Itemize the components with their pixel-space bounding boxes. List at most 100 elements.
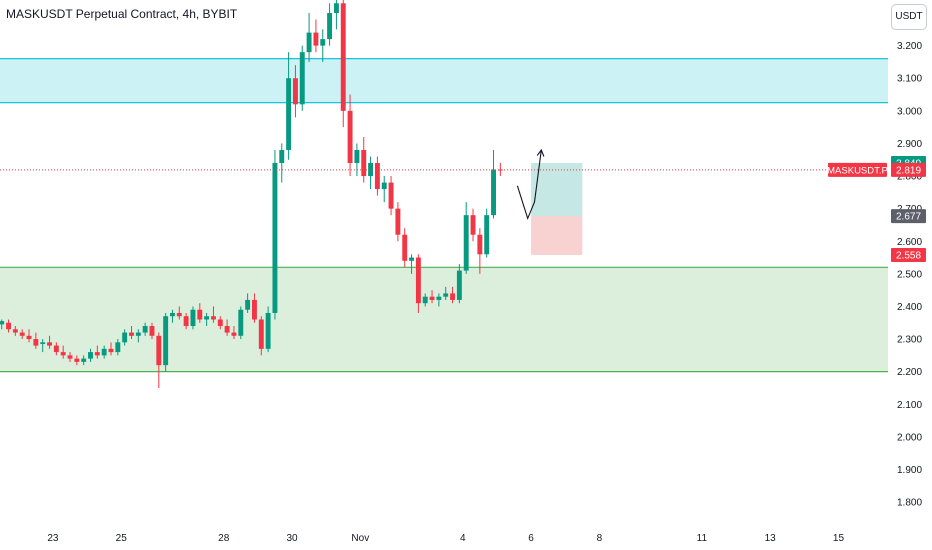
candle[interactable] — [74, 358, 80, 362]
y-tick-label: 2.500 — [897, 269, 922, 280]
symbol-tag-text: MASKUSDT.P — [827, 165, 888, 176]
candle[interactable] — [327, 13, 333, 40]
candle[interactable] — [163, 316, 169, 366]
candle[interactable] — [94, 352, 100, 356]
candle[interactable] — [320, 39, 326, 46]
y-tick-label: 2.300 — [897, 335, 922, 346]
candle[interactable] — [443, 293, 449, 297]
candle[interactable] — [354, 149, 360, 164]
x-tick-label: 28 — [218, 533, 230, 544]
candle[interactable] — [204, 316, 210, 320]
projection-path[interactable] — [516, 149, 542, 220]
candle[interactable] — [129, 332, 134, 336]
candle[interactable] — [388, 182, 394, 209]
candle[interactable] — [6, 322, 11, 330]
candle[interactable] — [463, 215, 469, 271]
candle[interactable] — [19, 332, 25, 336]
y-tick-label: 2.900 — [897, 139, 922, 150]
x-tick-label: Nov — [351, 533, 369, 544]
candle[interactable] — [101, 348, 107, 356]
candle[interactable] — [292, 78, 298, 105]
candle[interactable] — [238, 309, 244, 336]
candle[interactable] — [306, 32, 312, 53]
candle[interactable] — [279, 149, 285, 164]
candle[interactable] — [12, 329, 18, 333]
x-tick-label: 6 — [528, 533, 534, 544]
entry-price-text: 2.677 — [896, 212, 921, 223]
candle[interactable] — [231, 332, 237, 336]
candle[interactable] — [272, 163, 278, 313]
candle[interactable] — [333, 3, 339, 14]
y-tick-label: 2.100 — [897, 400, 922, 411]
candle[interactable] — [265, 312, 271, 349]
candle[interactable] — [361, 149, 367, 177]
candle[interactable] — [170, 312, 175, 317]
candle[interactable] — [26, 335, 32, 340]
time-axis: 23 25 28 30 Nov 4 6 8 11 13 15 — [47, 533, 844, 544]
candle[interactable] — [374, 163, 380, 190]
candle[interactable] — [402, 234, 408, 261]
candle[interactable] — [340, 3, 346, 111]
x-tick-label: 8 — [597, 533, 603, 544]
y-tick-label: 2.200 — [897, 367, 922, 378]
stop-zone[interactable] — [531, 216, 583, 255]
candle[interactable] — [0, 321, 5, 325]
candle[interactable] — [135, 332, 141, 336]
candle[interactable] — [33, 339, 39, 346]
candle[interactable] — [197, 309, 203, 320]
candle[interactable] — [190, 309, 196, 327]
candle[interactable] — [258, 319, 264, 349]
candle[interactable] — [381, 182, 387, 190]
target-zone[interactable] — [531, 163, 583, 217]
y-tick-label: 1.900 — [897, 465, 922, 476]
candle[interactable] — [60, 352, 66, 356]
candle[interactable] — [313, 32, 319, 46]
symbol-tag — [828, 162, 887, 177]
x-tick-label: 4 — [460, 533, 466, 544]
candle[interactable] — [142, 326, 148, 333]
candle[interactable] — [176, 312, 182, 317]
currency-button[interactable]: USDT — [891, 4, 927, 30]
candle[interactable] — [422, 296, 428, 304]
candle[interactable] — [149, 326, 155, 336]
candle[interactable] — [245, 299, 251, 310]
candle[interactable] — [395, 208, 401, 235]
candle[interactable] — [368, 163, 374, 177]
candle[interactable] — [409, 257, 415, 261]
candle[interactable] — [156, 335, 162, 366]
candle[interactable] — [484, 215, 490, 255]
candle[interactable] — [211, 316, 216, 320]
candle[interactable] — [436, 296, 442, 300]
candle[interactable] — [217, 319, 223, 327]
candle[interactable] — [347, 110, 353, 164]
candle[interactable] — [183, 316, 189, 327]
zones-layer — [0, 58, 888, 373]
candle[interactable] — [108, 348, 114, 353]
candle[interactable] — [88, 352, 93, 359]
candle[interactable] — [456, 270, 462, 300]
candle[interactable] — [251, 299, 257, 320]
candle[interactable] — [450, 293, 455, 300]
candle[interactable] — [122, 332, 128, 343]
candle[interactable] — [491, 169, 496, 216]
candle[interactable] — [40, 342, 46, 344]
y-tick-label: 3.100 — [897, 74, 922, 85]
candle[interactable] — [477, 234, 483, 255]
candle[interactable] — [47, 342, 52, 346]
x-tick-label: 25 — [116, 533, 128, 544]
candle[interactable] — [115, 342, 121, 353]
candle[interactable] — [470, 215, 476, 235]
candle[interactable] — [299, 52, 305, 105]
candle[interactable] — [53, 345, 59, 353]
candle[interactable] — [81, 358, 87, 362]
candle[interactable] — [497, 169, 503, 171]
y-tick-label: 3.200 — [897, 41, 922, 52]
candle[interactable] — [415, 257, 421, 304]
candle[interactable] — [429, 296, 435, 300]
candle[interactable] — [286, 78, 292, 150]
candle[interactable] — [224, 326, 230, 333]
candle[interactable] — [67, 355, 73, 359]
x-tick-label: 23 — [47, 533, 59, 544]
